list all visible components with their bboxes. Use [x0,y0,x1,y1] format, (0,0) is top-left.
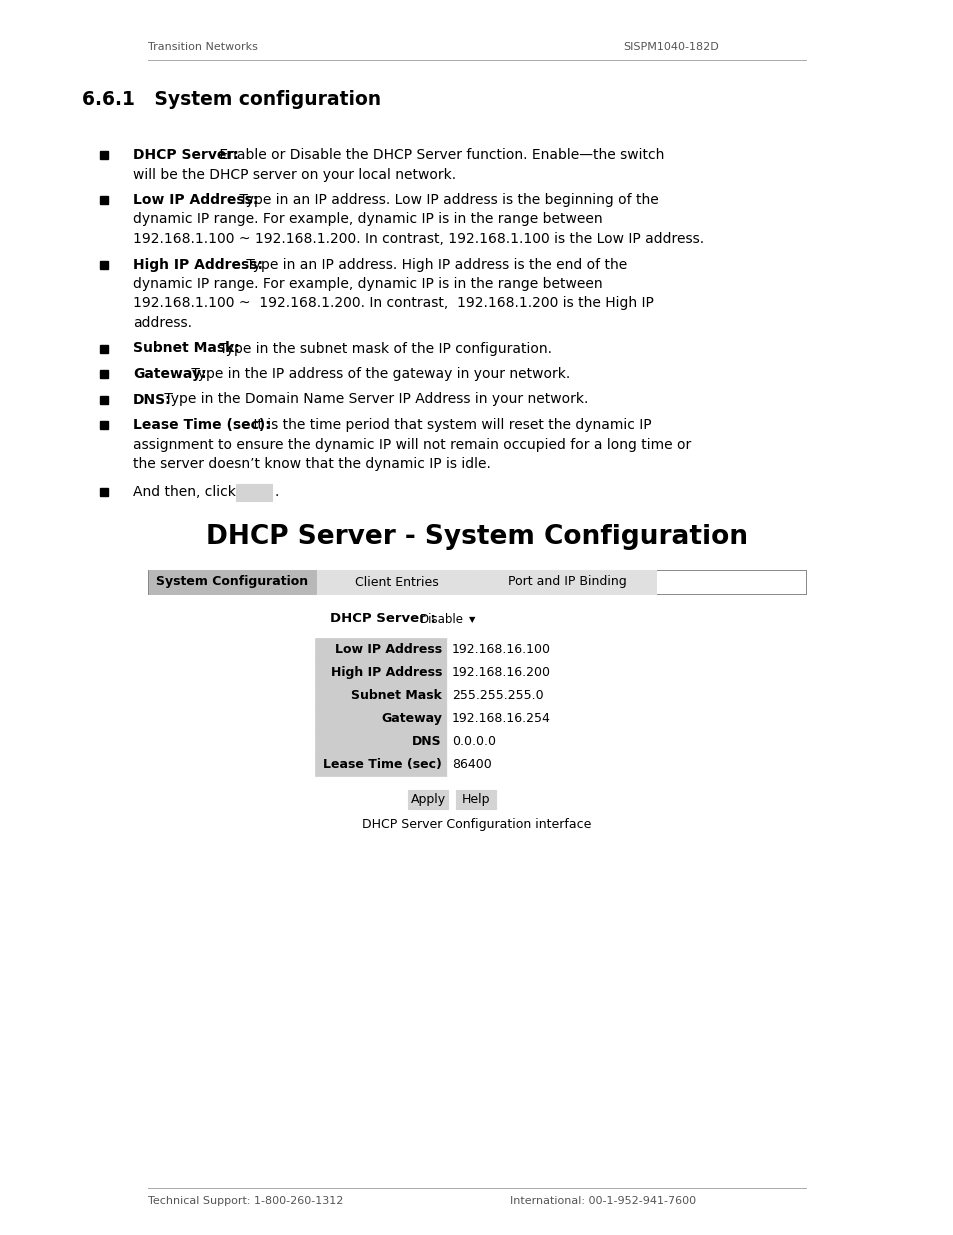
Bar [447,753,595,776]
Text: 192.168.1.100 ~  192.168.1.200. In contrast,  192.168.1.200 is the High IP: 192.168.1.100 ~ 192.168.1.200. In contra… [132,296,653,310]
Text: Technical Support: 1-800-260-1312: Technical Support: 1-800-260-1312 [148,1195,343,1207]
Text: DHCP Server Configuration interface: DHCP Server Configuration interface [362,818,591,831]
Text: Client Entries: Client Entries [355,576,438,589]
Text: Type in the Domain Name Server IP Address in your network.: Type in the Domain Name Server IP Addres… [160,393,588,406]
Bar [415,611,482,629]
Bar [100,370,108,378]
Text: 6.6.1   System configuration: 6.6.1 System configuration [82,90,381,109]
Text: Subnet Mask:: Subnet Mask: [132,342,239,356]
Text: dynamic IP range. For example, dynamic IP is in the range between: dynamic IP range. For example, dynamic I… [132,277,602,291]
Text: Low IP Address:: Low IP Address: [132,193,258,207]
Text: Type in the subnet mask of the IP configuration.: Type in the subnet mask of the IP config… [214,342,551,356]
Text: 255.255.255.0: 255.255.255.0 [452,689,543,701]
Text: the server doesn’t know that the dynamic IP is idle.: the server doesn’t know that the dynamic… [132,457,491,471]
Text: Type in an IP address. High IP address is the end of the: Type in an IP address. High IP address i… [241,258,626,272]
Text: Type in the IP address of the gateway in your network.: Type in the IP address of the gateway in… [187,367,570,382]
Bar [314,638,447,661]
Text: Type in an IP address. Low IP address is the beginning of the: Type in an IP address. Low IP address is… [234,193,659,207]
Bar [100,261,108,268]
Text: DNS: DNS [412,735,441,748]
Text: SISPM1040-182D: SISPM1040-182D [622,42,718,52]
Bar [100,151,108,159]
Bar [447,684,595,706]
Text: Low IP Address: Low IP Address [335,643,441,656]
Bar [447,638,595,661]
Text: It is the time period that system will reset the dynamic IP: It is the time period that system will r… [249,417,651,432]
Text: DHCP Server:: DHCP Server: [132,148,238,162]
Bar [314,684,447,706]
Text: DHCP Server :: DHCP Server : [330,613,436,625]
Text: Help: Help [461,793,490,806]
Bar [314,730,447,753]
Bar [100,196,108,204]
Text: And then, click: And then, click [132,484,235,499]
Text: .: . [274,484,279,499]
Text: dynamic IP range. For example, dynamic IP is in the range between: dynamic IP range. For example, dynamic I… [132,212,602,226]
Bar [456,790,496,809]
Bar [447,730,595,753]
Text: Subnet Mask: Subnet Mask [351,689,441,701]
Text: DNS:: DNS: [132,393,172,406]
Text: Disable: Disable [419,613,463,626]
Text: 192.168.16.254: 192.168.16.254 [452,713,550,725]
Text: DHCP Server - System Configuration: DHCP Server - System Configuration [206,524,747,550]
Bar [100,488,108,495]
Text: Enable or Disable the DHCP Server function. Enable—the switch: Enable or Disable the DHCP Server functi… [214,148,663,162]
Text: 192.168.16.100: 192.168.16.100 [452,643,551,656]
Text: International: 00-1-952-941-7600: International: 00-1-952-941-7600 [510,1195,696,1207]
Text: Gateway:: Gateway: [132,367,206,382]
Text: High IP Address: High IP Address [331,666,441,679]
Bar [316,571,476,594]
Text: Lease Time (sec):: Lease Time (sec): [132,417,271,432]
Text: will be the DHCP server on your local network.: will be the DHCP server on your local ne… [132,168,456,182]
Bar [408,790,448,809]
Text: High IP Address:: High IP Address: [132,258,263,272]
Bar [314,753,447,776]
Text: 0.0.0.0: 0.0.0.0 [452,735,496,748]
Text: 192.168.16.200: 192.168.16.200 [452,666,551,679]
Text: Port and IP Binding: Port and IP Binding [507,576,626,589]
Bar [447,706,595,730]
Bar [100,421,108,429]
Text: System Configuration: System Configuration [155,576,308,589]
Text: Lease Time (sec): Lease Time (sec) [323,758,441,771]
Text: assignment to ensure the dynamic IP will not remain occupied for a long time or: assignment to ensure the dynamic IP will… [132,437,691,452]
Bar [235,483,272,500]
Text: 86400: 86400 [452,758,491,771]
Text: Transition Networks: Transition Networks [148,42,257,52]
Bar [314,706,447,730]
Text: Apply: Apply [410,793,445,806]
Bar [148,571,315,594]
Bar [477,571,656,594]
Bar [100,345,108,352]
Text: ▼: ▼ [469,615,475,624]
Text: Apply: Apply [237,485,271,499]
Bar [100,395,108,404]
Text: Gateway: Gateway [381,713,441,725]
Bar [314,661,447,684]
Text: 192.168.1.100 ~ 192.168.1.200. In contrast, 192.168.1.100 is the Low IP address.: 192.168.1.100 ~ 192.168.1.200. In contra… [132,232,703,246]
Text: address.: address. [132,316,192,330]
Bar [447,661,595,684]
